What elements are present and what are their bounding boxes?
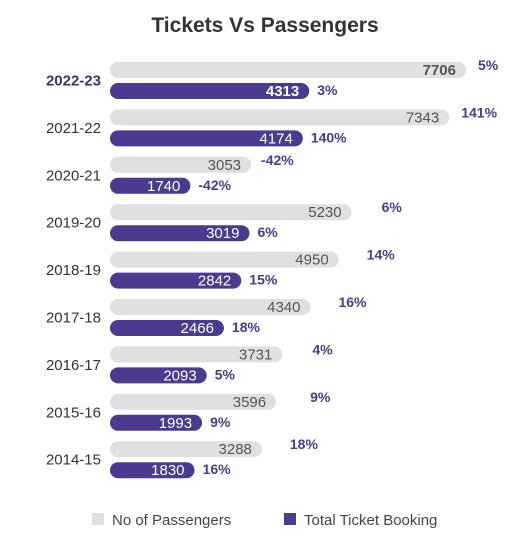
passengers-bar [110,393,277,410]
bar-group-2021-22: 2021-22 7343 141% 4174 140% [46,104,498,147]
bookings-value-label: 2842 [198,273,231,290]
legend: No of Passengers Total Ticket Booking [92,512,437,529]
bookings-bar [110,225,250,242]
passengers-bar [110,62,466,78]
category-label: 2020-21 [46,167,101,184]
passengers-value-label: 7343 [406,109,439,126]
bookings-value-label: 3019 [206,225,239,242]
bookings-bar [110,272,242,289]
category-label: 2018-19 [46,262,101,279]
bookings-bar [110,130,303,147]
bookings-growth-label: 5% [215,366,236,382]
category-label: 2017-18 [46,310,101,327]
legend-label-passengers: No of Passengers [112,512,231,529]
passengers-bar [110,251,339,268]
bookings-value-label: 1993 [159,415,192,432]
bookings-growth-label: 18% [232,319,261,335]
bookings-value-label: 4313 [266,83,299,100]
bookings-growth-label: -42% [198,177,231,193]
bookings-value-label: 4174 [259,130,292,147]
bar-group-2020-21: 2020-21 3053 -42% 1740 -42% [46,152,294,195]
passengers-value-label: 3731 [239,346,272,363]
bookings-bar [110,462,195,479]
bar-group-2014-15: 2014-15 3288 18% 1830 16% [46,436,319,479]
bookings-growth-label: 6% [257,224,278,240]
passengers-growth-label: 5% [478,57,499,73]
bookings-bar [110,177,191,194]
passengers-growth-label: 4% [312,341,333,357]
legend-swatch-passengers [92,513,104,525]
bookings-growth-label: 3% [317,82,338,98]
category-label: 2015-16 [46,404,101,421]
category-label: 2021-22 [46,120,101,137]
category-label: 2022-23 [46,73,101,90]
bookings-bar [110,414,203,431]
passengers-growth-label: 9% [310,389,331,405]
bookings-value-label: 1740 [147,178,180,195]
bookings-growth-label: 9% [210,414,231,430]
passengers-value-label: 3053 [208,157,241,174]
bar-group-2018-19: 2018-19 4950 14% 2842 15% [46,247,395,290]
passengers-growth-label: -42% [261,152,294,168]
passengers-growth-label: 6% [382,199,403,215]
passengers-bar [110,204,352,221]
bookings-growth-label: 15% [249,272,278,288]
passengers-growth-label: 141% [461,104,497,120]
passengers-bar [110,156,252,173]
passengers-bar [110,109,450,126]
legend-label-bookings: Total Ticket Booking [304,512,437,529]
chart-title: Tickets Vs Passengers [151,14,378,37]
passengers-value-label: 4340 [267,299,300,316]
category-label: 2014-15 [46,452,101,469]
bookings-growth-label: 16% [203,461,232,477]
bookings-growth-label: 140% [311,129,347,145]
bar-group-2019-20: 2019-20 5230 6% 3019 6% [46,199,402,242]
bar-group-2017-18: 2017-18 4340 16% 2466 18% [46,294,367,337]
bookings-value-label: 1830 [151,462,184,479]
passengers-bar [110,441,262,458]
passengers-bar [110,346,283,363]
passengers-value-label: 4950 [295,252,328,269]
passengers-value-label: 3288 [219,441,252,458]
bar-group-2022-23: 2022-23 7706 5% 4313 3% [46,57,499,100]
bar-group-2016-17: 2016-17 3731 4% 2093 5% [46,341,333,384]
passengers-growth-label: 16% [338,294,367,310]
passengers-value-label: 3596 [233,394,266,411]
category-label: 2019-20 [46,215,101,232]
category-label: 2016-17 [46,357,101,374]
passengers-value-label: 7706 [423,62,456,79]
bookings-bar [110,320,224,336]
passengers-growth-label: 18% [290,436,319,452]
bookings-value-label: 2466 [181,320,214,337]
bar-groups: 2022-23 7706 5% 4313 3% 2021-22 7343 141% 4174 14… [46,57,499,479]
passengers-value-label: 5230 [308,204,341,221]
bookings-value-label: 2093 [163,367,196,384]
bookings-bar [110,83,310,99]
bookings-bar [110,367,207,384]
passengers-bar [110,299,311,315]
passengers-growth-label: 14% [367,247,396,263]
legend-swatch-bookings [284,513,296,525]
